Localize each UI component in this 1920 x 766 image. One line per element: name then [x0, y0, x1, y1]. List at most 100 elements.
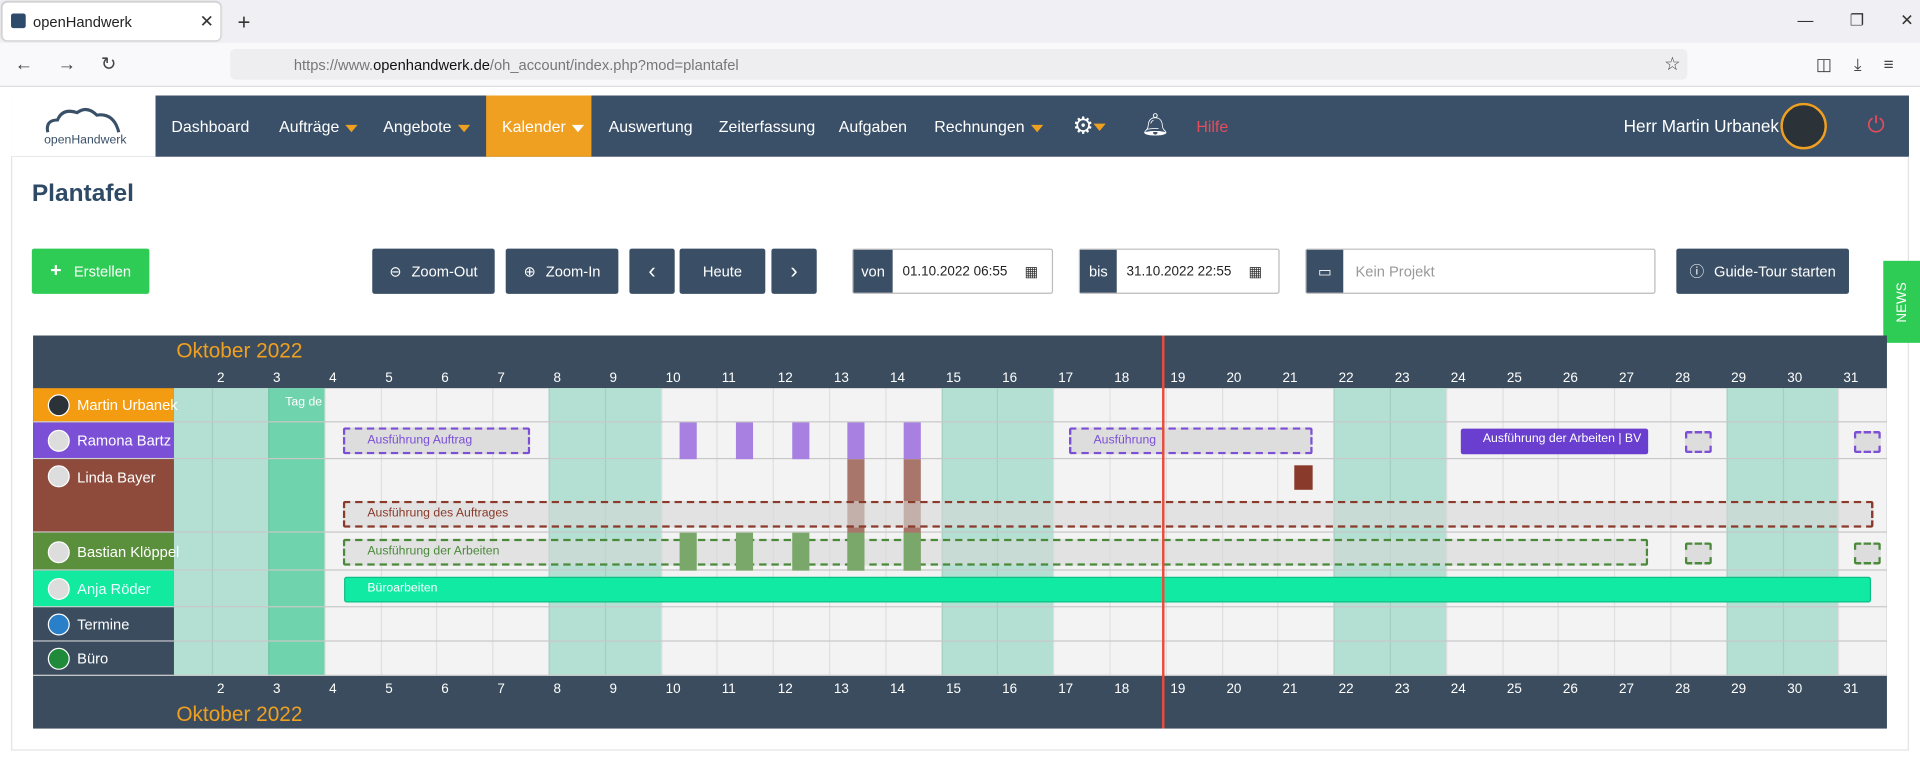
row-name: Ramona Bartz: [77, 432, 172, 450]
bell-icon[interactable]: 🔔︎: [1141, 112, 1170, 138]
settings-icon[interactable]: ⚙: [1073, 113, 1106, 141]
day-label: 15: [946, 682, 962, 697]
row-line: [173, 640, 1887, 642]
day-label: 7: [497, 682, 505, 697]
project-placeholder: Kein Projekt: [1355, 262, 1435, 280]
day-label: 10: [665, 371, 681, 386]
zoom-in-button[interactable]: ⊕ Zoom-In: [505, 248, 619, 294]
prev-button[interactable]: ‹: [629, 248, 675, 294]
avatar[interactable]: [1780, 102, 1827, 150]
tab[interactable]: [2, 2, 221, 41]
nav-label: Rechnungen: [934, 117, 1025, 136]
day-label: 7: [497, 371, 505, 386]
avatar: [47, 647, 70, 670]
nav-item[interactable]: Auswertung: [608, 117, 693, 136]
window-controls[interactable]: — ❐ ✕: [1797, 11, 1914, 30]
day-label: 27: [1619, 371, 1635, 386]
row-name: Bastian Klöppel: [77, 543, 180, 561]
next-button[interactable]: ›: [771, 248, 817, 294]
day-label: 12: [777, 682, 793, 697]
event-block[interactable]: [792, 422, 810, 460]
event-planned[interactable]: Ausführung Auftrag: [342, 427, 531, 455]
nav-item[interactable]: Aufträge: [279, 118, 358, 136]
row-line: [173, 674, 1887, 676]
logo-text: openHandwerk: [44, 133, 127, 147]
event-booked[interactable]: Ausführung der Arbeiten | BV: [1460, 428, 1649, 455]
news-tab[interactable]: NEWS: [1883, 260, 1920, 343]
event-planned[interactable]: Ausführung der Arbeiten: [342, 538, 1649, 566]
project-icon: ▭: [1306, 249, 1344, 293]
event-planned[interactable]: Ausführung des Auftrages: [342, 500, 1874, 528]
zoom-out-button[interactable]: ⊖ Zoom-Out: [372, 248, 495, 294]
day-label: 14: [889, 682, 905, 697]
day-label: 21: [1282, 682, 1298, 697]
to-group[interactable]: bis 31.10.2022 22:55 ▦: [1078, 248, 1280, 294]
button-label: Erstellen: [73, 262, 132, 280]
event-planned[interactable]: [1853, 431, 1881, 454]
day-label: 18: [1114, 371, 1130, 386]
day-label: 3: [273, 371, 281, 386]
nav-item[interactable]: Rechnungen: [934, 118, 1043, 136]
event-block[interactable]: [735, 422, 754, 460]
toolbar-icons[interactable]: ◫ ⤓ ≡: [1815, 53, 1894, 74]
row-line: [173, 421, 1887, 423]
event-block[interactable]: [792, 532, 810, 571]
day-label: 18: [1114, 682, 1130, 697]
caret: [571, 124, 585, 132]
project-group[interactable]: ▭ Kein Projekt: [1305, 248, 1656, 294]
guide-button[interactable]: ⓘ Guide-Tour starten: [1676, 248, 1849, 294]
day-label: 6: [441, 371, 449, 386]
holiday-event[interactable]: Tag de: [285, 395, 323, 409]
nav-help[interactable]: Hilfe: [1196, 117, 1229, 136]
nav-item[interactable]: Angebote: [383, 118, 470, 136]
create-button[interactable]: + Erstellen: [31, 248, 150, 294]
navbar: [11, 95, 1909, 157]
power-icon[interactable]: ⏻: [1867, 112, 1885, 138]
day-label: 29: [1731, 371, 1747, 386]
today-button[interactable]: Heute: [679, 248, 766, 294]
event-booked[interactable]: Büroarbeiten: [344, 576, 1872, 603]
day-label: 2: [216, 371, 225, 386]
day-label: 11: [721, 682, 736, 697]
new-tab[interactable]: +: [237, 9, 251, 35]
day-label: 2: [216, 682, 225, 697]
avatar: [47, 613, 70, 636]
day-label: 23: [1394, 371, 1410, 386]
logo-cloud: [45, 108, 121, 133]
user-name[interactable]: Herr Martin Urbanek: [1623, 116, 1779, 136]
day-label: 31: [1843, 371, 1859, 386]
event-block[interactable]: [903, 422, 921, 460]
event-block[interactable]: [679, 422, 697, 460]
from-group[interactable]: von 01.10.2022 06:55 ▦: [852, 248, 1054, 294]
event-block[interactable]: [735, 532, 754, 571]
gantt: Martin Urbanek Ramona Bartz Linda Bayer Bas…: [33, 335, 1887, 729]
event-planned[interactable]: Ausführung: [1068, 427, 1313, 455]
tab-close[interactable]: ✕: [199, 11, 214, 31]
nav-item[interactable]: Aufgaben: [838, 117, 907, 136]
url-bar[interactable]: [230, 48, 1688, 80]
nav-label: Angebote: [383, 117, 452, 136]
event-planned[interactable]: [1684, 431, 1712, 454]
event-block[interactable]: [847, 532, 865, 571]
row-line: [173, 531, 1887, 533]
nav-item[interactable]: Zeiterfassung: [718, 117, 816, 136]
event-block[interactable]: [903, 532, 921, 571]
star[interactable]: ☆: [1664, 53, 1681, 75]
nav-buttons[interactable]: ← → ↻: [14, 53, 117, 75]
day-label: 28: [1675, 682, 1691, 697]
month-label: Oktober 2022: [176, 702, 303, 727]
event-block[interactable]: [679, 532, 697, 571]
page-title: Plantafel: [31, 180, 134, 207]
logo-box[interactable]: [11, 95, 156, 157]
to-value: 31.10.2022 22:55: [1126, 263, 1232, 279]
nav-item[interactable]: Dashboard: [171, 117, 250, 136]
nav-item[interactable]: Kalender: [502, 118, 585, 136]
day-label: 19: [1170, 371, 1186, 386]
avatar: [47, 394, 70, 417]
event-block[interactable]: [847, 422, 865, 460]
event-planned[interactable]: [1853, 542, 1881, 565]
day-label: 12: [777, 371, 793, 386]
event-planned[interactable]: [1684, 542, 1712, 565]
event-block[interactable]: [1294, 465, 1313, 490]
